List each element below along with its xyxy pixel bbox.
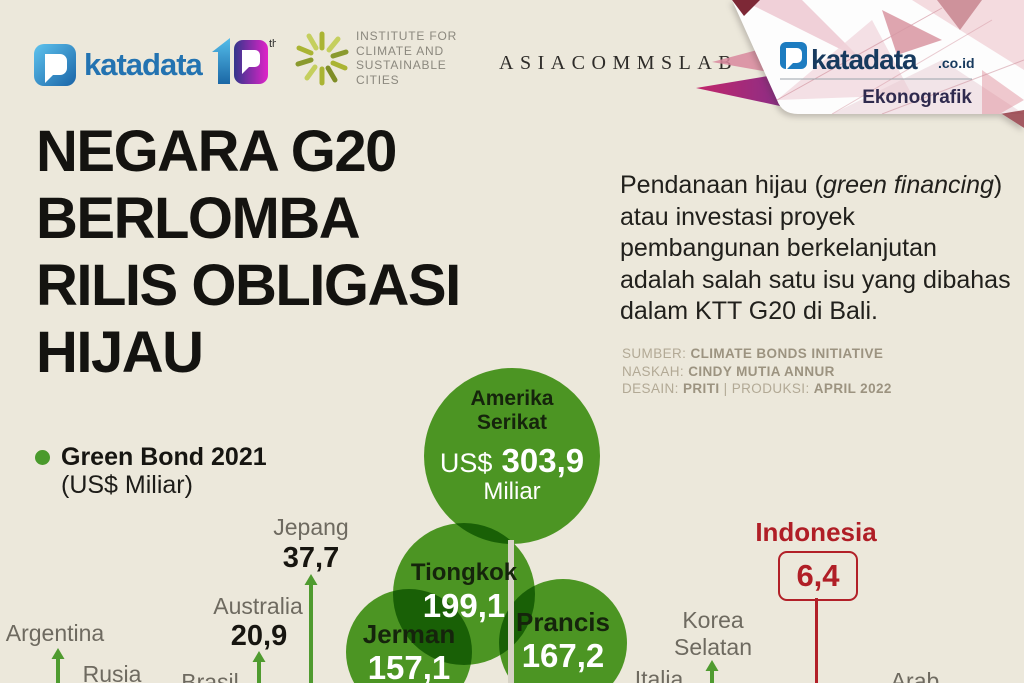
intro-paragraph: Pendanaan hijau (green financing) atau i… (620, 170, 1012, 328)
bubble-value-tiongkok: 199,1 (422, 587, 506, 624)
icsc-line: CLIMATE AND (356, 43, 444, 58)
bubble-label-tiongkok: Tiongkok (410, 559, 518, 586)
title-line: RILIS OBLIGASI (36, 253, 461, 318)
page-title: NEGARA G20 BERLOMBA RILIS OBLIGASI HIJAU (36, 118, 616, 386)
label-argentina: Argentina (5, 620, 105, 646)
credit-design: DESAIN: PRITI | PRODUKSI: APRIL 2022 (622, 381, 892, 396)
legend-subtitle: (US$ Miliar) (61, 471, 193, 499)
corner-katadata-wordmark: katadata (811, 44, 918, 75)
asiacommslab-logo: ASIACOMMSLAB (499, 52, 739, 74)
corner-domain: .co.id (938, 55, 975, 71)
arrow-up-korea-selatan (705, 660, 719, 683)
icsc-name: INSTITUTE FOR CLIMATE AND SUSTAINABLE CI… (356, 29, 457, 87)
arrow-up-argentina (51, 648, 65, 683)
corner-mesh-decor (732, 0, 1024, 128)
icsc-line: SUSTAINABLE (356, 58, 447, 72)
corner-magenta-arrow (696, 74, 780, 106)
label-rusia: Rusia (82, 661, 142, 683)
title-line: BERLOMBA (36, 186, 361, 251)
value-jepang: 37,7 (282, 542, 340, 574)
icsc-logo: INSTITUTE FOR CLIMATE AND SUSTAINABLE CI… (295, 29, 457, 87)
corner-katadata-logo: katadata .co.id Ekonografik (780, 42, 975, 108)
legend: Green Bond 2021 (US$ Miliar) (35, 443, 267, 499)
indonesia-stem-line (815, 598, 818, 683)
svg-text:th: th (269, 38, 276, 50)
bubble-amerika-serikat (424, 368, 600, 544)
label-italia: Italia (634, 666, 684, 683)
icsc-sunburst-icon (295, 31, 349, 86)
bubble-value-prancis: 167,2 (521, 637, 605, 674)
indonesia-value-box: 6,4 (778, 551, 858, 601)
katadata-10th-logo: katadata th (34, 34, 278, 93)
ekonografik-corner-panel: katadata .co.id Ekonografik (696, 0, 1024, 128)
tenth-anniversary-icon: th (211, 38, 278, 84)
title-line: NEGARA G20 (36, 119, 397, 184)
credit-source: SUMBER: CLIMATE BONDS INITIATIVE (622, 346, 884, 361)
bubble-label-amerika-serikat: Amerika Serikat (470, 387, 554, 434)
bubble-prancis (499, 579, 627, 683)
legend-dot-icon (35, 450, 50, 465)
ekonografik-label: Ekonografik (862, 87, 972, 108)
katadata-wordmark: katadata (84, 46, 203, 82)
bubble-jerman (346, 589, 472, 683)
label-australia: Australia (213, 593, 303, 619)
label-arab: Arab (890, 668, 940, 683)
bubble-label-jerman: Jerman (362, 619, 456, 649)
arrow-up-australia (252, 651, 266, 683)
arrow-up-jepang (304, 574, 318, 683)
icsc-line: CITIES (356, 72, 400, 87)
bubble-value-jerman: 157,1 (367, 649, 451, 683)
intro-italic: green financing (822, 171, 994, 199)
label-jepang: Jepang (273, 514, 349, 540)
bubble-value-amerika-serikat: US$ 303,9 (439, 442, 585, 479)
indonesia-label: Indonesia (755, 517, 877, 547)
title-line: HIJAU (36, 320, 204, 385)
icsc-line: INSTITUTE FOR (356, 29, 458, 43)
bubble-unit-amerika-serikat: Miliar (483, 478, 541, 505)
label-brasil: Brasil (181, 669, 239, 683)
us-balloon-stem (508, 540, 514, 683)
intro-pre: Pendanaan hijau ( (620, 171, 823, 199)
credit-writer: NASKAH: CINDY MUTIA ANNUR (622, 363, 835, 379)
value-australia: 20,9 (230, 620, 288, 652)
legend-text: Green Bond 2021 (US$ Miliar) (61, 443, 267, 499)
katadata-d-icon (34, 43, 76, 86)
katadata-10th-mark: th (210, 34, 278, 91)
intro-post: ) atau investasi proyek pembangunan berk… (620, 171, 1011, 325)
label-korea-selatan: Korea Selatan (673, 607, 752, 660)
legend-title: Green Bond 2021 (61, 443, 267, 471)
bubble-label-prancis: Prancis (516, 607, 610, 637)
credits-block: SUMBER: CLIMATE BONDS INITIATIVE NASKAH:… (622, 345, 892, 398)
